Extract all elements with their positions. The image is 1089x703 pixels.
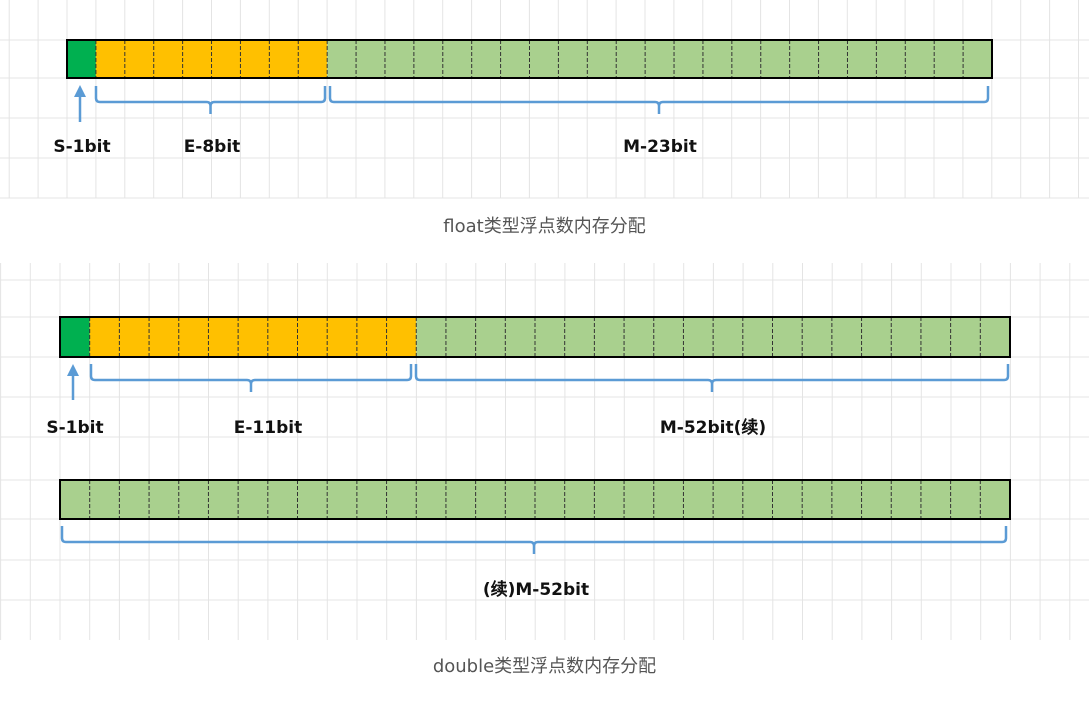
double-sign-label: S-1bit (46, 418, 103, 438)
bit-bars (59, 39, 1011, 520)
double-caption: double类型浮点数内存分配 (432, 656, 657, 677)
bar-border (59, 316, 1011, 358)
curly-bracket (414, 364, 1010, 392)
mantissa-field (327, 40, 992, 78)
curly-bracket (89, 364, 413, 392)
curly-bracket (60, 526, 1008, 554)
float-mantissa-label: M-23bit (623, 137, 697, 157)
sign-field (60, 317, 90, 357)
double-exponent-label: E-11bit (234, 418, 302, 438)
curly-bracket (328, 86, 990, 114)
float-caption: float类型浮点数内存分配 (443, 216, 646, 237)
float-exponent-label: E-8bit (184, 137, 241, 157)
exponent-field (89, 317, 417, 357)
brackets (60, 85, 1010, 554)
curly-bracket (94, 86, 327, 114)
float-sign-label: S-1bit (53, 137, 110, 157)
arrow-up-icon (74, 85, 86, 97)
arrow-up-icon (67, 364, 79, 376)
bar-border (59, 479, 1011, 520)
sign-field (67, 40, 96, 78)
bar-border (66, 39, 993, 79)
double-mantissa-label-2: (续)M-52bit (483, 579, 589, 600)
double-mantissa-label-1: M-52bit(续) (660, 417, 766, 438)
